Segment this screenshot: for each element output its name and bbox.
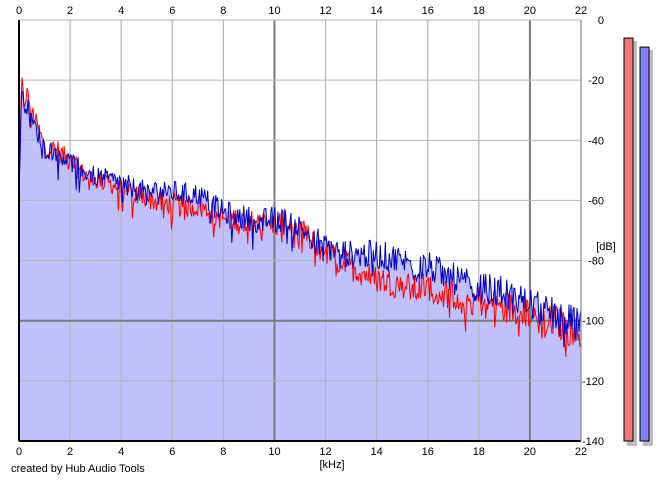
x-tick-label-top: 16 [422,5,434,17]
x-tick-label-bottom: 12 [319,446,331,458]
x-tick-label-bottom: 22 [575,446,587,458]
x-tick-label-top: 2 [67,5,73,17]
x-tick-label-bottom: 18 [473,446,485,458]
x-tick-label-top: 6 [169,5,175,17]
x-tick-label-bottom: 16 [422,446,434,458]
x-tick-label-top: 20 [524,5,536,17]
x-tick-label-top: 10 [268,5,280,17]
x-tick-label-bottom: 6 [169,446,175,458]
x-tick-label-top: 4 [118,5,124,17]
y-axis-ticks: 0 -20 -40 -60 -80 -100 -120 -140 [582,15,604,448]
x-axis-top-ticks: 0 2 4 6 8 10 12 14 16 18 20 22 [16,5,587,17]
x-tick-label-bottom: 2 [67,446,73,458]
level-meter-left [623,37,634,442]
chart-frame [18,20,582,442]
x-tick-label-top: 0 [16,5,22,17]
x-tick-label-bottom: 0 [16,446,22,458]
y-axis-label: [dB] [596,241,616,253]
y-tick-label: -120 [582,376,604,388]
x-axis-bottom-ticks: 0 2 4 6 8 10 12 14 16 18 20 22 [16,446,587,458]
spectrum-fill [19,77,581,441]
x-tick-label-bottom: 20 [524,446,536,458]
spectrum-fill-area [19,77,581,441]
level-meters [623,37,653,447]
x-tick-label-top: 22 [575,5,587,17]
x-tick-label-bottom: 14 [371,446,383,458]
x-tick-label-top: 18 [473,5,485,17]
y-tick-label: -140 [582,436,604,448]
chart-series-group [18,77,582,357]
y-tick-label: -80 [588,256,604,268]
y-tick-label: -100 [582,316,604,328]
series-line-blue [18,90,582,348]
y-tick-label: 0 [598,15,604,27]
credit-text: created by Hub Audio Tools [11,463,145,475]
y-tick-label: -60 [588,195,604,207]
y-tick-label: -20 [588,75,604,87]
x-tick-label-top: 8 [220,5,226,17]
x-tick-label-bottom: 4 [118,446,124,458]
x-tick-label-top: 14 [371,5,383,17]
x-tick-label-bottom: 10 [268,446,280,458]
x-tick-label-bottom: 8 [220,446,226,458]
level-meter-right [639,46,650,442]
y-tick-label: -40 [588,135,604,147]
x-tick-label-top: 12 [319,5,331,17]
x-axis-label: [kHz] [319,459,344,471]
